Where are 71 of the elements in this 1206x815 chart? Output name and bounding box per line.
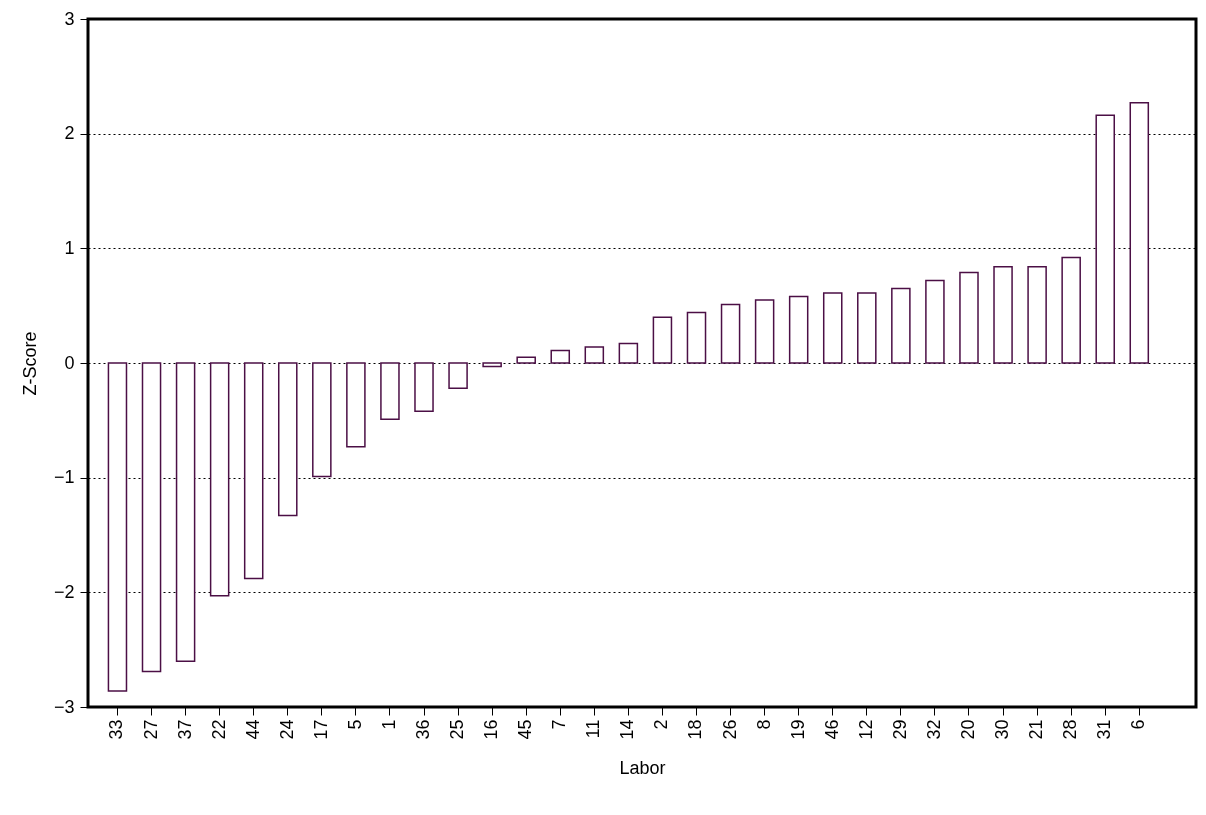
bar <box>788 295 809 364</box>
bar <box>1129 101 1150 364</box>
x-tick-label: 21 <box>1026 719 1047 740</box>
x-tick-label: 28 <box>1060 719 1081 740</box>
bar <box>209 362 230 597</box>
x-tick-label: 33 <box>106 719 127 740</box>
bar <box>448 362 468 389</box>
x-tick-label: 27 <box>140 719 161 740</box>
y-tick-label: 0 <box>64 352 75 373</box>
x-tick-label: 1 <box>378 719 399 730</box>
bar <box>1061 256 1081 364</box>
x-tick-label: 46 <box>821 719 842 740</box>
x-tick-label: 32 <box>923 719 944 740</box>
y-tick-label: −2 <box>53 581 75 602</box>
x-tick-label: 24 <box>276 719 297 740</box>
bar <box>414 362 434 412</box>
x-tick-label: 25 <box>447 719 468 740</box>
y-tick-label: −3 <box>53 696 75 717</box>
x-tick-label: 19 <box>787 719 808 740</box>
bar <box>720 303 741 364</box>
x-tick-label: 20 <box>957 719 978 740</box>
bar <box>312 362 332 478</box>
x-tick-label: 45 <box>515 719 536 740</box>
bar <box>686 311 707 364</box>
x-tick-label: 36 <box>413 719 434 740</box>
bar <box>652 316 673 364</box>
y-axis-title: Z-Score <box>19 331 40 396</box>
x-tick-label: 11 <box>583 719 604 739</box>
x-tick-label: 29 <box>889 719 910 740</box>
x-tick-label: 6 <box>1128 719 1149 730</box>
bar <box>584 346 605 364</box>
bar <box>754 299 775 364</box>
y-tick-label: 2 <box>64 123 75 144</box>
x-tick-label: 14 <box>617 719 638 740</box>
x-tick-label: 2 <box>651 719 672 730</box>
x-axis-title: Labor <box>619 757 666 778</box>
x-tick-label: 31 <box>1094 719 1115 740</box>
y-tick-label: 1 <box>64 237 75 258</box>
x-tick-label: 8 <box>753 719 774 730</box>
bar <box>857 292 877 364</box>
x-tick-label: 18 <box>685 719 706 740</box>
x-tick-label: 5 <box>344 719 365 730</box>
bar <box>891 287 911 364</box>
bar <box>925 279 945 364</box>
x-tick-label: 22 <box>208 719 229 740</box>
bar <box>993 265 1013 364</box>
bar <box>822 292 843 364</box>
bar <box>516 356 536 364</box>
bar <box>243 362 264 580</box>
x-tick-label: 44 <box>242 719 263 740</box>
bar <box>550 349 571 364</box>
bar <box>277 362 298 517</box>
x-tick-label: 26 <box>719 719 740 740</box>
x-tick-label: 17 <box>310 719 331 740</box>
bar <box>959 271 979 364</box>
x-tick-label: 16 <box>481 719 502 740</box>
bar <box>107 362 128 692</box>
bar <box>618 342 639 364</box>
bar <box>346 362 366 448</box>
bar <box>175 362 196 662</box>
bar <box>380 362 400 420</box>
x-tick-label: 7 <box>549 719 570 730</box>
y-tick-label: −1 <box>53 467 75 488</box>
x-tick-label: 12 <box>855 719 876 740</box>
bar <box>1027 265 1047 364</box>
bar <box>1095 114 1115 364</box>
bar <box>141 362 162 673</box>
bar <box>482 362 502 368</box>
x-tick-label: 30 <box>992 719 1013 740</box>
x-tick-label: 37 <box>174 719 195 740</box>
y-tick-label: 3 <box>64 8 75 29</box>
